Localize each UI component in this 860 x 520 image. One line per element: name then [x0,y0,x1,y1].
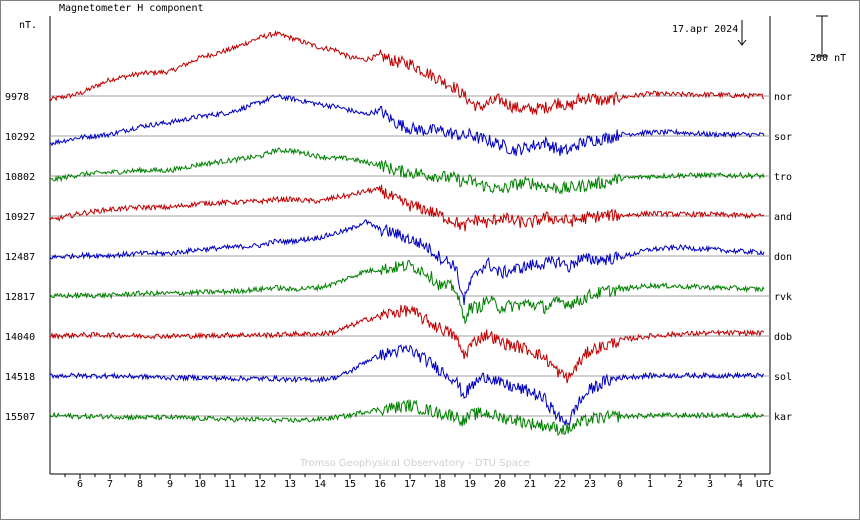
x-tick-label-23: 23 [584,479,596,490]
trace-dob [49,304,765,384]
x-tick-label-18: 18 [434,479,446,490]
scale-bar [816,15,828,57]
x-tick-label-6: 6 [77,479,83,490]
trace-don [49,219,765,305]
chart-title: Magnetometer H component [59,3,204,14]
station-label-don: don [774,252,792,263]
x-tick-label-4: 4 [737,479,743,490]
trace-sor [49,93,765,157]
trace-rvk [49,259,765,325]
scale-bar-label: 200 nT [810,53,846,64]
station-label-dob: dob [774,332,792,343]
baseline-value-sol: 14518 [5,372,35,383]
trace-nor [49,29,765,115]
station-label-sol: sol [774,372,792,383]
x-tick-label-9: 9 [167,479,173,490]
station-label-tro: tro [774,172,792,183]
x-tick-label-20: 20 [494,479,506,490]
station-label-rvk: rvk [774,292,792,303]
baseline-value-don: 12487 [5,252,35,263]
x-tick-label-21: 21 [524,479,536,490]
trace-and [49,184,765,232]
x-tick-label-3: 3 [707,479,713,490]
date-marker-arrow [737,20,747,46]
baseline-value-tro: 10802 [5,172,35,183]
x-tick-label-16: 16 [374,479,386,490]
baseline-value-dob: 14040 [5,332,35,343]
credit-watermark: Tromso Geophysical Observatory - DTU Spa… [299,458,530,469]
x-tick-label-12: 12 [254,479,266,490]
x-tick-label-2: 2 [677,479,683,490]
x-tick-label-11: 11 [224,479,236,490]
x-tick-label-8: 8 [137,479,143,490]
station-labels: nor sor tro and don rvk dob sol kar [774,92,792,423]
baseline-value-labels: 9978 10292 10802 10927 12487 12817 14040 14518 1… [5,92,35,423]
unit-label: nT. [19,20,37,31]
x-tick-label-7: 7 [107,479,113,490]
baseline-value-sor: 10292 [5,132,35,143]
traces [49,29,765,437]
x-tick-label-0: 0 [617,479,623,490]
trace-tro [49,147,765,195]
station-label-nor: nor [774,92,792,103]
station-label-sor: sor [774,132,792,143]
station-label-and: and [774,212,792,223]
x-axis-unit: UTC [756,479,774,490]
x-tick-label-19: 19 [464,479,476,490]
baselines [50,95,770,417]
baseline-value-kar: 15507 [5,412,35,423]
trace-sol [49,344,765,427]
x-tick-label-14: 14 [314,479,326,490]
x-tick-label-15: 15 [344,479,356,490]
trace-kar [49,399,765,437]
baseline-value-and: 10927 [5,212,35,223]
x-axis: 6 7 8 9 10 11 12 13 14 15 16 17 18 19 20 21 22 23 0 1 2 3 4 [64,474,756,490]
baseline-value-nor: 9978 [5,92,29,103]
x-tick-label-1: 1 [647,479,653,490]
date-label: 17.apr 2024 [672,24,738,35]
x-tick-label-22: 22 [554,479,566,490]
x-tick-label-13: 13 [284,479,296,490]
baseline-value-rvk: 12817 [5,292,35,303]
x-tick-label-10: 10 [194,479,206,490]
x-tick-label-17: 17 [404,479,416,490]
station-label-kar: kar [774,412,792,423]
